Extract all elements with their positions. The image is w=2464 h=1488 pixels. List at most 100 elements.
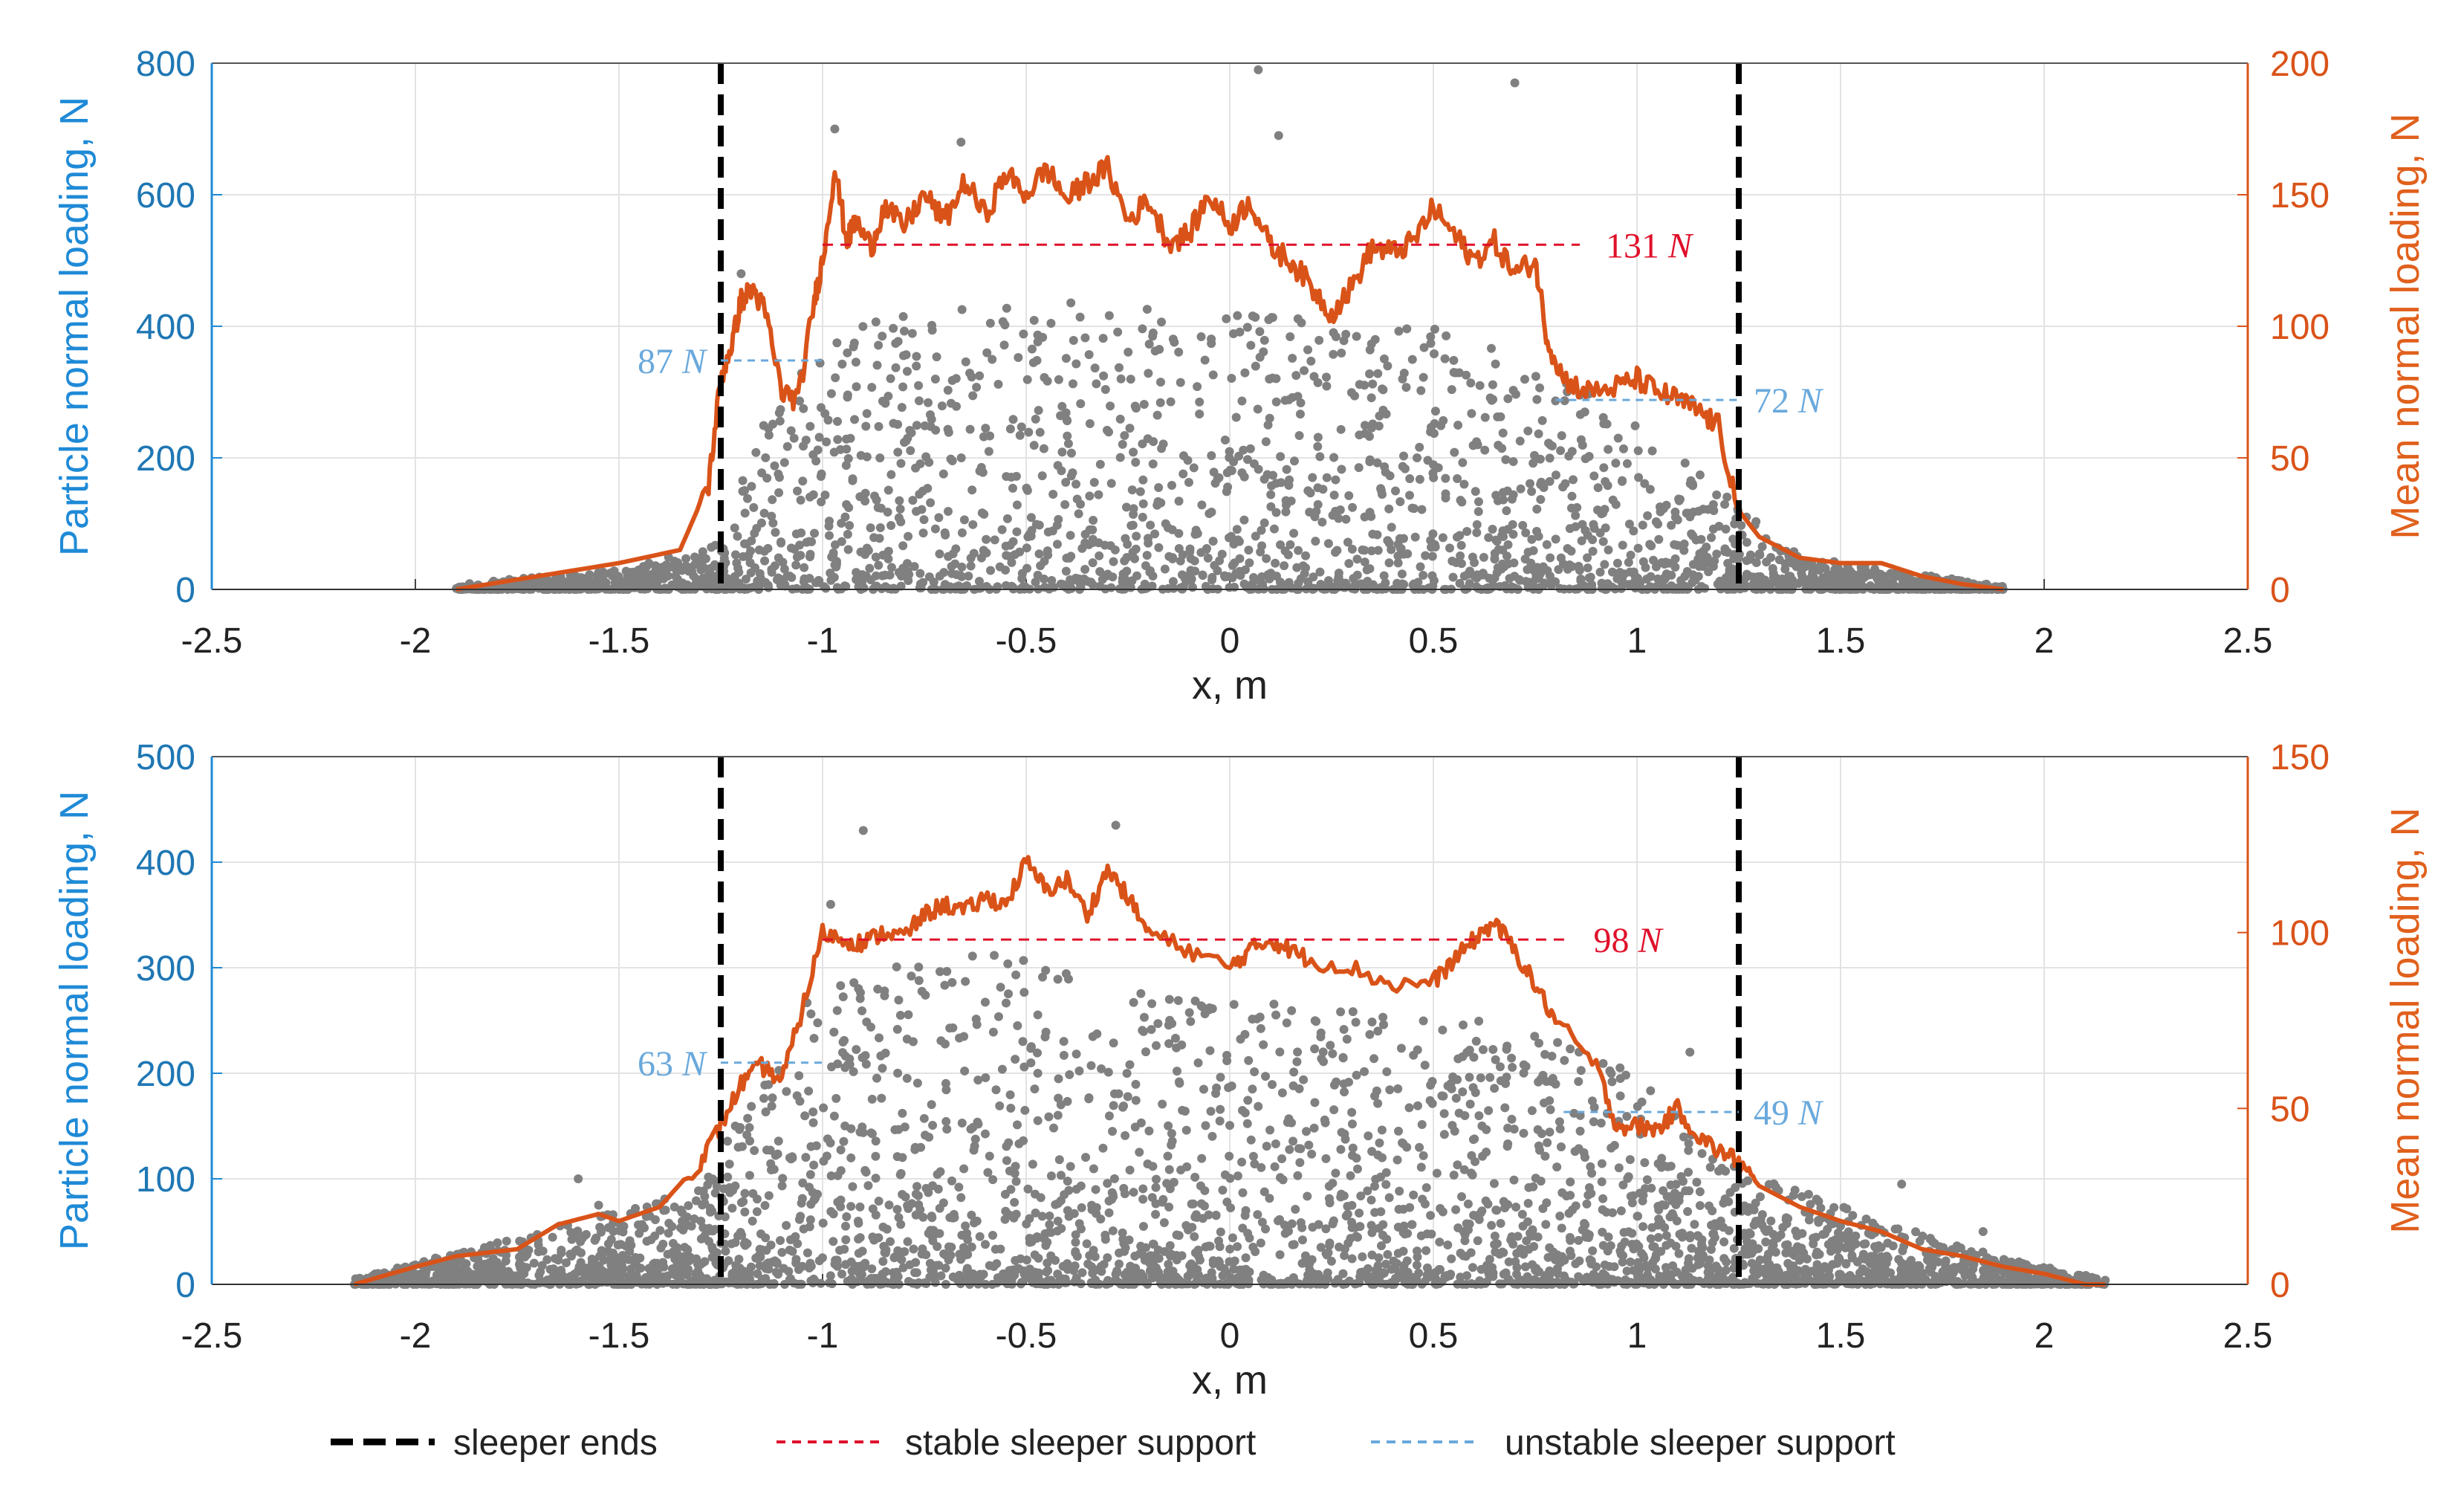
scatter-point: [980, 1240, 990, 1249]
scatter-point: [1066, 448, 1076, 458]
scatter-point: [1109, 1038, 1118, 1048]
scatter-point: [1033, 1010, 1043, 1020]
scatter-point: [1328, 1049, 1338, 1058]
scatter-point: [966, 561, 976, 571]
scatter-point: [1245, 444, 1255, 453]
scatter-point: [941, 530, 950, 540]
scatter-point: [1177, 570, 1187, 580]
scatter-point: [850, 415, 860, 424]
scatter-point: [907, 329, 917, 338]
scatter-point: [1085, 419, 1095, 429]
scatter-point: [1744, 571, 1754, 580]
x-tick-label: 1.5: [1816, 621, 1866, 661]
scatter-point: [1104, 1208, 1114, 1217]
scatter-point: [1460, 1236, 1470, 1246]
scatter-point: [1661, 500, 1671, 510]
scatter-point: [777, 538, 786, 548]
scatter-point: [1645, 485, 1655, 494]
scatter-point: [1176, 378, 1185, 387]
scatter-point: [1470, 558, 1479, 568]
scatter-point: [824, 521, 834, 531]
scatter-point: [1807, 583, 1817, 592]
scatter-point: [866, 575, 875, 585]
scatter-point: [843, 392, 852, 402]
scatter-point: [1616, 1206, 1626, 1216]
scatter-point: [1471, 487, 1480, 496]
x-tick-label: -0.5: [996, 1316, 1057, 1356]
scatter-point: [1250, 1159, 1259, 1169]
scatter-point: [1261, 1224, 1271, 1234]
scatter-point: [1307, 1149, 1317, 1159]
scatter-point: [1072, 1252, 1082, 1261]
scatter-point: [1597, 1177, 1607, 1186]
scatter-point: [928, 1121, 938, 1130]
scatter-point: [759, 546, 769, 556]
scatter-point: [1805, 574, 1815, 583]
scatter-point: [1673, 540, 1682, 550]
scatter-point: [1193, 1058, 1203, 1068]
scatter-point: [1121, 502, 1131, 512]
scatter-point: [930, 374, 940, 384]
scatter-point: [840, 512, 850, 522]
scatter-point: [1447, 385, 1456, 395]
scatter-point: [1206, 1107, 1216, 1116]
scatter-point: [1377, 1125, 1387, 1135]
scatter-point: [907, 971, 916, 981]
scatter-point: [1531, 372, 1540, 381]
scatter-point: [934, 513, 944, 523]
scatter-point: [1720, 544, 1730, 554]
scatter-point: [1566, 546, 1576, 556]
scatter-point: [616, 1221, 626, 1231]
scatter-point: [1742, 537, 1751, 547]
scatter-point: [1566, 503, 1576, 513]
scatter-point: [1003, 959, 1013, 968]
scatter-point: [1384, 538, 1394, 548]
scatter-point: [1293, 314, 1303, 323]
scatter-point: [1439, 1130, 1449, 1139]
scatter-point: [1262, 554, 1271, 563]
scatter-point: [1557, 431, 1566, 441]
scatter-point: [1625, 1155, 1635, 1165]
scatter-point: [1277, 1154, 1287, 1164]
scatter-point: [508, 583, 517, 592]
scatter-point: [1275, 1173, 1285, 1183]
scatter-point: [779, 564, 789, 574]
scatter-point: [1466, 378, 1476, 388]
scatter-point: [858, 322, 868, 331]
y-right-tick-label: 100: [2270, 308, 2330, 347]
scatter-point: [1154, 543, 1164, 552]
scatter-point: [1315, 452, 1325, 462]
scatter-point: [1178, 451, 1188, 461]
scatter-point: [1306, 488, 1315, 498]
scatter-point: [1534, 531, 1543, 541]
scatter-point: [837, 1269, 846, 1279]
scatter-point: [1084, 350, 1094, 360]
scatter-point: [1103, 1253, 1112, 1263]
scatter-point: [1329, 1105, 1339, 1115]
scatter-point: [1033, 1068, 1043, 1078]
scatter-point: [614, 572, 623, 581]
scatter-point: [1122, 1069, 1132, 1078]
scatter-point: [776, 1236, 785, 1246]
scatter-point: [826, 1271, 835, 1281]
scatter-point: [1227, 466, 1236, 476]
scatter-point: [1419, 343, 1429, 352]
scatter-point: [1520, 1262, 1530, 1272]
scatter-point: [837, 537, 846, 546]
scatter-point: [1523, 547, 1533, 557]
scatter-point: [1288, 392, 1297, 402]
scatter-point: [1092, 379, 1101, 389]
scatter-point: [1288, 1136, 1298, 1146]
scatter-point: [1088, 534, 1098, 544]
scatter-point: [1531, 1174, 1540, 1183]
scatter-point: [1856, 571, 1866, 580]
scatter-point: [1360, 557, 1369, 567]
scatter-point: [1706, 1244, 1716, 1254]
scatter-point: [771, 528, 780, 537]
scatter-point: [1002, 472, 1011, 482]
scatter-point: [1118, 439, 1127, 449]
scatter-point: [1290, 456, 1300, 466]
scatter-point: [736, 1197, 746, 1207]
scatter-point: [1599, 463, 1609, 473]
scatter-point: [968, 520, 978, 529]
